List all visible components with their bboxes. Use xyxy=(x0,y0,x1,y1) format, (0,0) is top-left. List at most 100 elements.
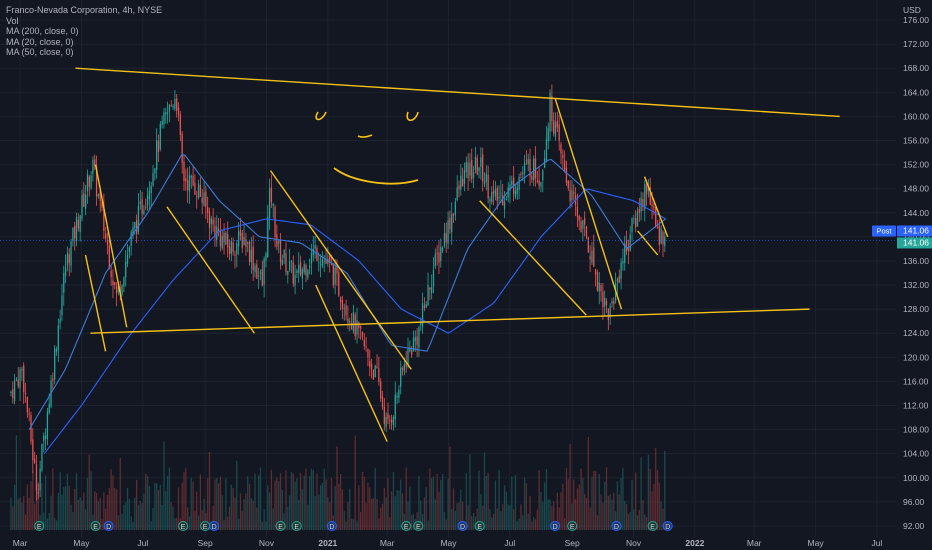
candle-body xyxy=(390,419,393,423)
candle-body xyxy=(339,297,342,303)
volume-bar xyxy=(132,521,134,530)
trendline xyxy=(554,98,623,310)
smiley-right-eye xyxy=(406,111,419,122)
candle-body xyxy=(533,158,535,181)
candle-body xyxy=(647,187,650,192)
volume-bar xyxy=(658,482,660,530)
candle-body xyxy=(258,275,260,277)
volume-bar xyxy=(21,502,23,530)
candle-body xyxy=(407,349,409,365)
candle-body xyxy=(24,392,27,395)
candle-body xyxy=(303,264,305,273)
volume-bar xyxy=(647,454,650,530)
candle-body xyxy=(139,201,141,205)
volume-bar xyxy=(172,506,174,530)
volume-bar xyxy=(83,492,85,530)
volume-bar xyxy=(197,515,200,530)
time-tick-label: Sep xyxy=(565,538,580,548)
candle-body xyxy=(472,172,475,178)
candle-body xyxy=(447,219,449,244)
volume-bar xyxy=(281,489,283,530)
volume-bar xyxy=(378,518,380,530)
volume-bar xyxy=(596,515,599,530)
candle-body xyxy=(225,232,227,245)
volume-bar xyxy=(369,487,371,530)
volume-bar xyxy=(270,469,273,530)
legend-ma-20[interactable]: MA (20, close, 0) xyxy=(6,36,74,47)
candle-body xyxy=(143,210,145,215)
candle-body xyxy=(491,192,493,203)
event-marker xyxy=(209,521,220,531)
volume-bar xyxy=(54,517,56,530)
volume-bar xyxy=(106,494,109,530)
price-tick-label: 168.00 xyxy=(903,63,929,73)
candle-body xyxy=(39,468,41,491)
volume-bar xyxy=(278,481,280,530)
volume-bar xyxy=(141,503,143,530)
candle-body xyxy=(520,173,522,175)
event-marker-label: D xyxy=(553,524,558,531)
event-marker xyxy=(611,521,622,531)
candle-body xyxy=(498,196,500,199)
event-marker xyxy=(647,521,658,531)
volume-bar xyxy=(394,496,396,530)
volume-bar xyxy=(165,491,167,530)
candle-body xyxy=(299,262,302,275)
candle-body xyxy=(294,274,296,286)
time-tick-label: Jul xyxy=(504,538,515,548)
candle-body xyxy=(228,246,231,254)
candle-body xyxy=(64,267,67,276)
candle-body xyxy=(188,174,191,192)
event-marker-label: E xyxy=(181,524,186,531)
candle-body xyxy=(489,199,491,202)
volume-bar xyxy=(163,441,165,530)
candle-body xyxy=(662,231,664,245)
candle-body xyxy=(593,247,595,267)
candle-body xyxy=(412,337,415,352)
candle-body xyxy=(146,195,149,206)
volume-bar xyxy=(112,475,114,530)
candle-body xyxy=(653,206,655,209)
candle-body xyxy=(23,365,25,393)
volume-bar xyxy=(212,505,214,530)
price-tick-label: 96.00 xyxy=(903,497,925,507)
volume-bar xyxy=(121,513,123,530)
volume-bar xyxy=(571,503,573,530)
candle-body xyxy=(319,264,322,266)
legend-ma-200[interactable]: MA (200, close, 0) xyxy=(6,26,79,36)
volume-bar xyxy=(350,518,353,530)
volume-bar xyxy=(392,472,395,530)
volume-bar xyxy=(290,471,293,530)
candle-body xyxy=(554,122,557,137)
volume-bar xyxy=(307,504,309,530)
price-axis[interactable]: USD 92.00 96.00 100.00 104.00 108.00 112.00 116… xyxy=(903,5,929,531)
volume-bar xyxy=(94,491,96,530)
time-axis[interactable]: Mar May Jul Sep Nov 2021 Mar May Jul Sep Nov 2022 Ma… xyxy=(13,538,883,548)
candle-body xyxy=(134,222,136,229)
volume-bar xyxy=(254,473,256,530)
candle-body xyxy=(325,259,327,264)
volume-bar xyxy=(334,486,336,530)
volume-bar xyxy=(649,468,651,530)
volume-bar xyxy=(323,468,325,530)
volume-bar xyxy=(614,511,617,530)
candle-body xyxy=(165,112,167,115)
time-tick-label: Sep xyxy=(198,538,213,548)
candle-body xyxy=(538,180,540,186)
candle-body xyxy=(332,264,334,286)
volume-bar xyxy=(28,497,30,530)
candle-body xyxy=(471,159,473,180)
legend-vol[interactable]: Vol xyxy=(6,15,19,26)
volume-bar xyxy=(325,479,327,530)
volume-bar xyxy=(114,488,116,530)
candle-body xyxy=(494,189,497,197)
volume-bar xyxy=(573,479,575,530)
candle-body xyxy=(465,162,467,173)
legend-ma-50[interactable]: MA (50, close, 0) xyxy=(6,47,74,57)
candle-body xyxy=(35,464,38,491)
volume-bar xyxy=(276,477,278,530)
candle-body xyxy=(360,325,362,329)
candle-body xyxy=(265,253,267,261)
